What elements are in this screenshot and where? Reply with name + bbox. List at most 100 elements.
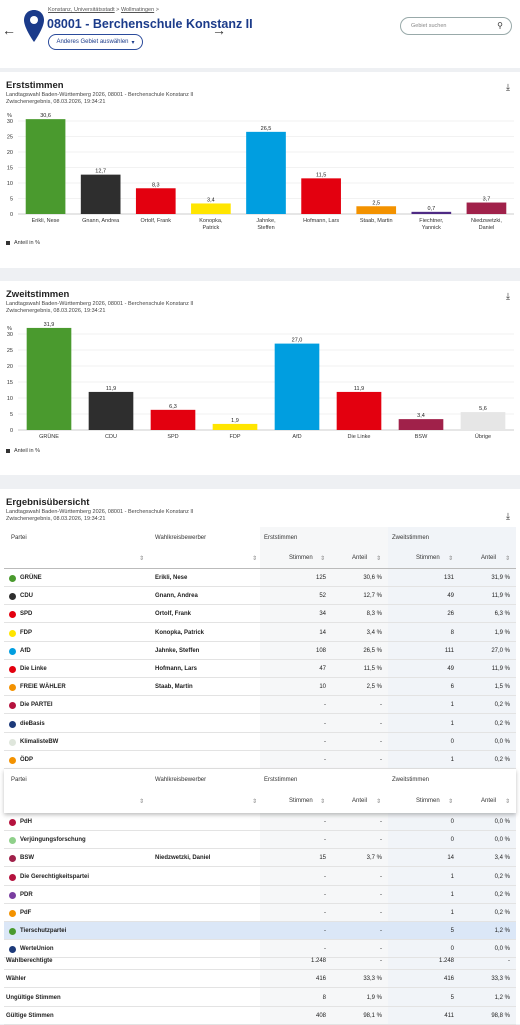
header-stimmen[interactable]: Stimmen [289,555,313,561]
table-row: Wahlberechtigte 1.248 - 1.248 - [4,952,516,970]
erst-anteil: 1,9 % [366,994,382,1001]
party-name: FREIE WÄHLER [20,684,66,691]
table-row: AfD Jahnke, Steffen 108 26,5 % 111 27,0 % [4,642,516,660]
party-color-dot [9,946,16,954]
table-row: Die Linke Hofmann, Lars 47 11,5 % 49 11,9 % [4,660,516,678]
sort-icon[interactable]: ⇕ [252,556,258,562]
party-name: Verjüngungsforschung [20,837,86,844]
erst-anteil: - [380,910,382,916]
x-tick-label: AfD [292,434,301,440]
x-tick-label: Fiechtner, [419,218,444,224]
zweit-stimmen: 1 [450,702,454,709]
summary-label: Wähler [6,976,27,983]
erst-stimmen: - [324,702,326,709]
erst-anteil: - [380,720,382,727]
erst-anteil: 33,3 % [363,976,382,983]
download-icon[interactable]: ⤓ [506,291,510,301]
erst-anteil: - [380,873,382,880]
erst-anteil: - [380,819,382,825]
erst-stimmen: 125 [315,575,326,581]
header-anteil[interactable]: Anteil [481,798,497,804]
zweit-stimmen: 0 [450,738,454,745]
erst-stimmen: 10 [319,684,326,691]
bar-value-label: 11,9 [106,386,116,392]
bar [356,206,397,214]
bar [411,211,452,214]
party-color-dot [9,738,16,746]
party-color-dot [9,666,16,673]
y-tick-label: 30 [7,119,13,125]
zweit-stimmen: 0 [450,946,454,953]
forward-arrow-icon[interactable]: → [212,22,226,38]
party-color-dot [9,910,16,917]
zweit-stimmen: 416 [443,976,454,983]
erst-anteil: 30,6 % [363,575,382,581]
zweit-stimmen: 1 [450,720,454,727]
erst-anteil: - [380,837,382,844]
sort-icon[interactable]: ⇕ [320,799,326,805]
party-color-dot [9,702,16,710]
breadcrumb-wollmatingen[interactable]: Wollmatingen [120,7,155,13]
zweit-anteil: 0,2 % [494,702,510,709]
party-color-dot [9,611,16,619]
erst-stimmen: - [324,928,326,935]
sort-icon[interactable]: ⇕ [376,799,382,805]
party-color-dot [9,855,16,863]
x-tick-label: Übrige [475,433,491,440]
table-row: FDP Konopka, Patrick 14 3,4 % 8 1,9 % [4,624,516,642]
header-erststimmen: Erststimmen [264,535,298,541]
header-bewerber[interactable]: Wahlkreisbewerber [155,777,207,783]
table-row: Gültige Stimmen 408 98,1 % 411 98,8 % [4,1007,516,1025]
sort-icon[interactable]: ⇕ [505,556,511,562]
erst-anteil: 8,3 % [366,611,382,618]
zweit-stimmen: 1 [450,910,454,916]
bar [26,327,72,430]
bar [460,412,506,430]
erst-stimmen: 408 [315,1012,326,1019]
sort-icon[interactable]: ⇕ [376,556,382,562]
party-name: Tierschutzpartei [20,928,67,935]
table-row: dieBasis - - 1 0,2 % [4,715,516,733]
sort-icon[interactable]: ⇕ [252,799,258,805]
candidate-name: Staab, Martin [155,684,193,691]
sort-icon[interactable]: ⇕ [320,556,326,562]
sort-icon[interactable]: ⇕ [448,556,454,562]
sort-icon[interactable]: ⇕ [139,556,145,562]
download-icon[interactable]: ⤓ [506,511,510,521]
sort-icon[interactable]: ⇕ [505,799,511,805]
sort-icon[interactable]: ⇕ [448,799,454,805]
results-table: Partei Wahlkreisbewerber Erststimmen Zwe… [4,527,516,1025]
x-tick-label: Hofmann, Lars [303,218,339,224]
zweit-stimmen: 411 [444,1012,454,1019]
header-partei[interactable]: Partei [11,535,27,541]
sort-icon[interactable]: ⇕ [139,799,145,805]
zweit-anteil: 31,9 % [491,575,510,581]
x-tick-label: Jahnke, [256,218,276,224]
header-stimmen[interactable]: Stimmen [416,555,440,561]
search-input[interactable]: Gebiet suchen ⚲ [400,17,512,35]
table-row: CDU Gnann, Andrea 52 12,7 % 49 11,9 % [4,587,516,606]
erst-anteil: - [380,958,382,964]
header-stimmen[interactable]: Stimmen [289,798,313,804]
change-area-button[interactable]: Anderes Gebiet auswählen ▾ [48,34,143,50]
party-name: Die Linke [20,666,47,672]
legend-label: Anteil in % [14,240,40,246]
header-partei[interactable]: Partei [11,777,27,783]
erst-stimmen: - [324,738,326,745]
header-anteil[interactable]: Anteil [352,555,368,561]
location-pin-icon [24,10,44,42]
bar [466,202,507,214]
header-stimmen[interactable]: Stimmen [416,798,440,804]
header-bewerber[interactable]: Wahlkreisbewerber [155,535,207,541]
erst-stimmen: 15 [319,855,326,862]
header-anteil[interactable]: Anteil [481,555,497,561]
legend-swatch [6,449,10,453]
breadcrumb-konstanz[interactable]: Konstanz, Universitätsstadt [48,7,115,13]
zweit-stimmen: 1 [450,891,454,898]
download-icon[interactable]: ⤓ [506,82,510,92]
bar-value-label: 5,6 [479,406,487,412]
search-icon[interactable]: ⚲ [497,21,503,30]
back-arrow-icon[interactable]: ← [2,22,16,38]
header-anteil[interactable]: Anteil [352,798,368,804]
zweit-stimmen: 6 [450,684,454,691]
